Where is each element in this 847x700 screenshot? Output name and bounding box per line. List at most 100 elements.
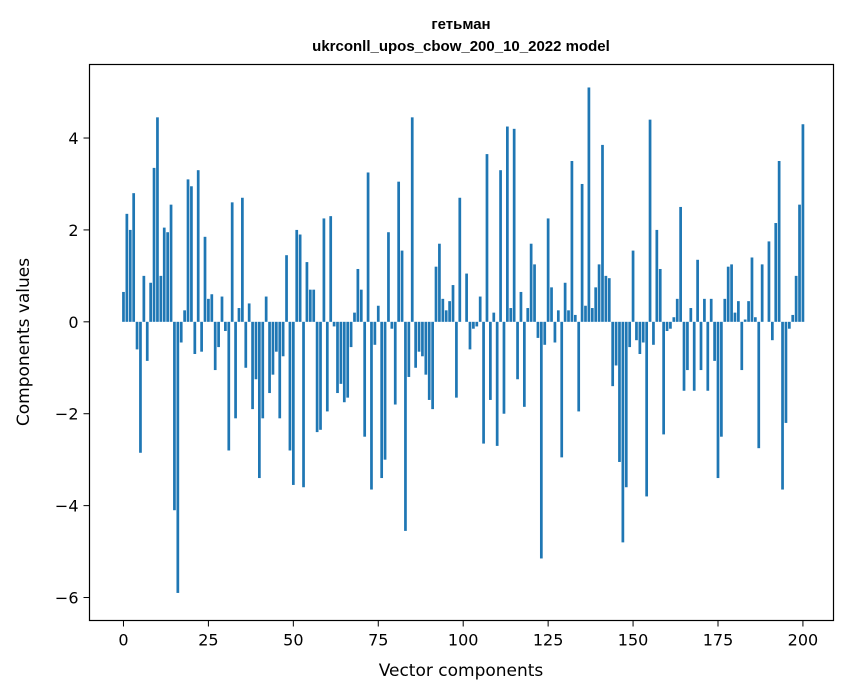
bar (384, 322, 387, 460)
bar (503, 322, 506, 414)
bar (122, 292, 125, 322)
bar (550, 287, 553, 321)
bar (170, 205, 173, 322)
bar (584, 306, 587, 322)
bar (533, 264, 536, 321)
bar (560, 322, 563, 458)
bar (217, 322, 220, 347)
bar (540, 322, 543, 559)
bar (452, 285, 455, 322)
bar (448, 301, 451, 322)
bar (143, 276, 146, 322)
chart-title-line1: гетьман (431, 16, 490, 33)
bar (435, 267, 438, 322)
bar (700, 322, 703, 370)
bar (516, 322, 519, 379)
bar (370, 322, 373, 490)
bar (499, 170, 502, 322)
bar (723, 299, 726, 322)
bar (268, 322, 271, 393)
bar (652, 322, 655, 345)
bar (557, 310, 560, 321)
bar (744, 320, 747, 322)
bar (292, 322, 295, 485)
bar (391, 322, 394, 329)
bar (221, 297, 224, 322)
bar (482, 322, 485, 444)
bar (329, 216, 332, 322)
bar (193, 322, 196, 354)
x-tick-label: 75 (368, 631, 388, 650)
bar (312, 290, 315, 322)
bar (564, 283, 567, 322)
bar (734, 313, 737, 322)
bar (306, 262, 309, 322)
bar (577, 322, 580, 412)
bar (367, 172, 370, 321)
x-tick-label: 0 (118, 631, 128, 650)
bar (574, 315, 577, 322)
bar (649, 120, 652, 322)
bar (608, 278, 611, 322)
bar (132, 193, 135, 322)
bar (774, 223, 777, 322)
bar (238, 308, 241, 322)
bar (625, 322, 628, 487)
bar (295, 230, 298, 322)
bar (717, 322, 720, 478)
bar (632, 251, 635, 322)
bar (418, 322, 421, 352)
bar (706, 322, 709, 391)
bar (547, 218, 550, 321)
bar (683, 322, 686, 391)
bar (204, 237, 207, 322)
bar (475, 322, 478, 327)
bar (751, 257, 754, 321)
bar (486, 154, 489, 322)
bar (428, 322, 431, 400)
bar (380, 322, 383, 478)
bar (713, 322, 716, 361)
bar (768, 241, 771, 321)
bar (530, 244, 533, 322)
bar (672, 317, 675, 322)
x-tick-label: 25 (198, 631, 218, 650)
bar (571, 161, 574, 322)
bar (397, 182, 400, 322)
bar (520, 292, 523, 322)
bar (299, 235, 302, 322)
x-tick-label: 50 (283, 631, 303, 650)
bar (394, 322, 397, 405)
bar (523, 322, 526, 407)
bar (139, 322, 142, 453)
bar (129, 230, 132, 322)
bar (479, 297, 482, 322)
bar (387, 232, 390, 322)
bar (666, 322, 669, 331)
bar (761, 264, 764, 321)
bar (258, 322, 261, 478)
bar (377, 306, 380, 322)
bar (244, 322, 247, 368)
bar (679, 207, 682, 322)
bar (149, 283, 152, 322)
bar (411, 117, 414, 321)
x-tick-label: 150 (618, 631, 649, 650)
bar (346, 322, 349, 398)
bar (224, 322, 227, 331)
bar (187, 179, 190, 321)
bar (282, 322, 285, 356)
x-tick-label: 200 (788, 631, 819, 650)
bar (316, 322, 319, 432)
bar (231, 202, 234, 321)
bar (795, 276, 798, 322)
bar (615, 322, 618, 366)
bar (778, 161, 781, 322)
bar (496, 322, 499, 446)
bar (272, 322, 275, 375)
bar (414, 322, 417, 368)
bar (445, 310, 448, 321)
bar (757, 322, 760, 448)
